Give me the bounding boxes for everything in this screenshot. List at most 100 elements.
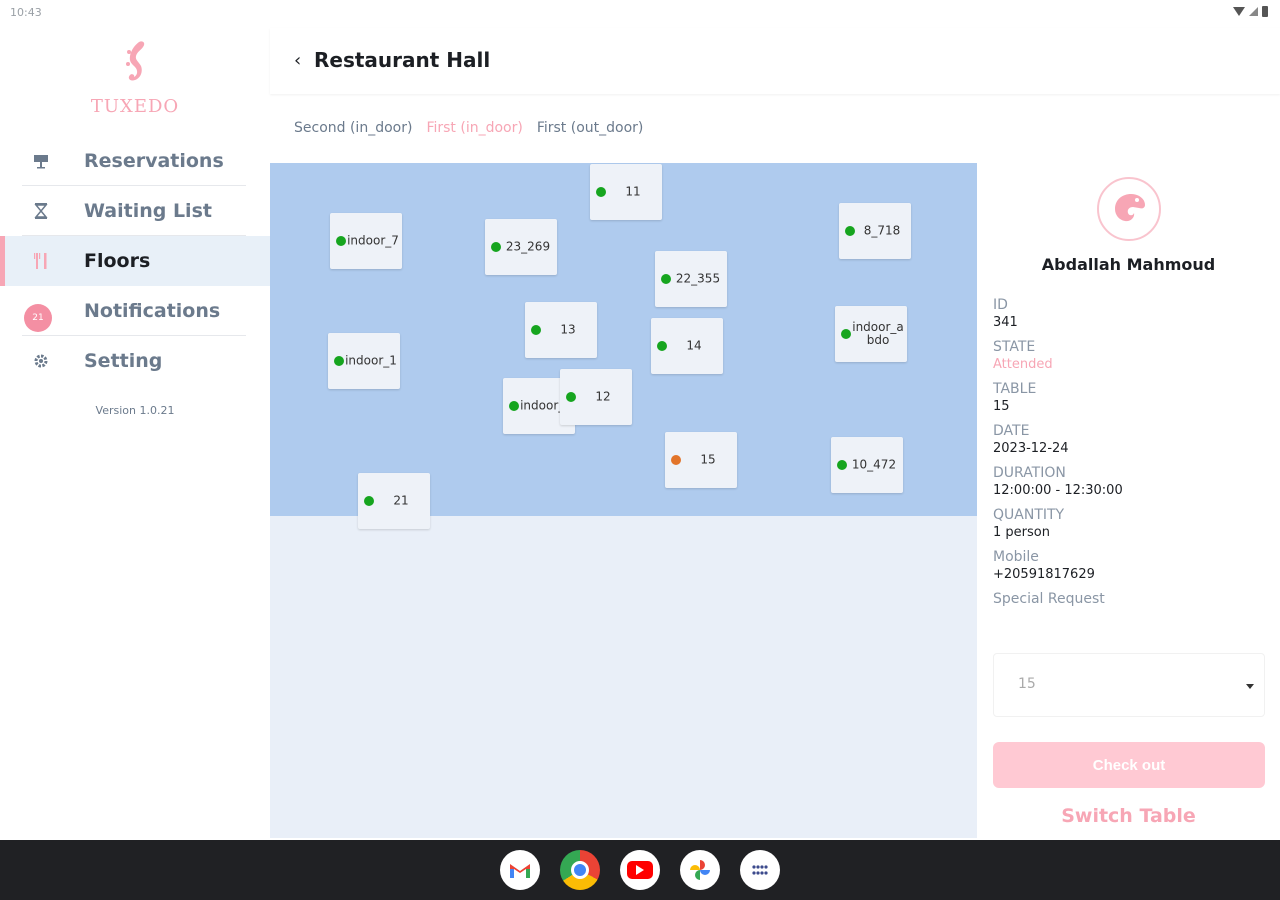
table-item[interactable]: 10_472 xyxy=(831,437,903,493)
sidebar-item-notifications[interactable]: 21 Notifications xyxy=(0,286,270,336)
table-item[interactable]: indoor_7 xyxy=(330,213,402,269)
table-name: indoor_1 xyxy=(345,353,397,368)
status-dot xyxy=(841,329,851,339)
table-name: indoor_3 xyxy=(520,398,572,413)
switch-table-button[interactable]: Switch Table xyxy=(1061,805,1196,827)
field-value: 15 xyxy=(993,399,1010,414)
sidebar-item-floors[interactable]: Floors xyxy=(0,236,270,286)
table-name: 14 xyxy=(686,338,702,353)
checkout-button[interactable]: Check out xyxy=(993,742,1265,788)
status-dot xyxy=(596,187,606,197)
field-mobile: Mobile +20591817629 xyxy=(993,549,1263,583)
table-item[interactable]: indoor_1 xyxy=(328,333,400,389)
floor-map: 11 indoor_7 23_269 8_718 22_355 13 xyxy=(270,163,977,529)
table-name: 21 xyxy=(393,493,409,508)
table-name: 8_718 xyxy=(863,223,901,238)
status-dot xyxy=(491,242,501,252)
floor-area: 11 indoor_7 23_269 8_718 22_355 13 xyxy=(270,163,977,838)
field-label: DURATION xyxy=(993,465,1066,481)
tab-second-indoor[interactable]: Second (in_door) xyxy=(294,120,413,136)
lizard-logo-icon xyxy=(126,41,145,81)
field-quantity: QUANTITY 1 person xyxy=(993,507,1263,541)
table-item[interactable]: 8_718 xyxy=(839,203,911,259)
chameleon-icon xyxy=(1115,194,1145,222)
divider xyxy=(22,185,246,186)
photos-icon[interactable] xyxy=(680,850,720,890)
sidebar-item-waiting-list[interactable]: Waiting List xyxy=(0,186,270,236)
table-name: 13 xyxy=(560,322,576,337)
status-dot xyxy=(845,226,855,236)
status-dot xyxy=(334,356,344,366)
table-name: indoor_7 xyxy=(347,233,399,248)
status-time: 10:43 xyxy=(10,6,42,19)
table-item[interactable]: 23_269 xyxy=(485,219,557,275)
field-value: 341 xyxy=(993,315,1018,330)
reservation-details-panel: Abdallah Mahmoud ID 341 STATE Attended T… xyxy=(977,163,1280,838)
status-dot xyxy=(566,392,576,402)
sidebar-item-label: Setting xyxy=(84,350,163,372)
sidebar-nav: Reservations Waiting List Floors 21 Noti… xyxy=(0,136,270,386)
table-item[interactable]: 14 xyxy=(651,318,723,374)
field-value: +20591817629 xyxy=(993,567,1095,582)
field-value: 2023-12-24 xyxy=(993,441,1069,456)
page-header: ‹ Restaurant Hall xyxy=(270,28,1280,94)
system-icons xyxy=(1233,6,1268,17)
table-name: indoor_abdo xyxy=(852,320,904,347)
sidebar-item-label: Waiting List xyxy=(84,200,212,222)
table-item[interactable]: 12 xyxy=(560,369,632,425)
sidebar-item-label: Notifications xyxy=(84,300,221,322)
field-label: ID xyxy=(993,297,1008,313)
chrome-icon[interactable] xyxy=(560,850,600,890)
tab-first-outdoor[interactable]: First (out_door) xyxy=(536,120,644,136)
taskbar xyxy=(0,840,1280,900)
sidebar: TUXEDO Reservations Waiting List Floors xyxy=(0,28,270,840)
field-state: STATE Attended xyxy=(993,339,1263,373)
avatar xyxy=(1097,177,1161,241)
table-item[interactable]: 21 xyxy=(358,473,430,529)
status-dot xyxy=(509,401,519,411)
guest-name: Abdallah Mahmoud xyxy=(1041,255,1216,274)
sidebar-item-setting[interactable]: Setting xyxy=(0,336,270,386)
table-name: 15 xyxy=(700,452,716,467)
reservation-icon xyxy=(30,150,52,172)
status-dot xyxy=(671,455,681,465)
table-item[interactable]: 22_355 xyxy=(655,251,727,307)
wifi-icon xyxy=(1233,7,1245,16)
status-dot xyxy=(531,325,541,335)
field-date: DATE 2023-12-24 xyxy=(993,423,1263,457)
gear-icon xyxy=(30,350,52,372)
sidebar-item-reservations[interactable]: Reservations xyxy=(0,136,270,186)
youtube-icon[interactable] xyxy=(620,850,660,890)
field-label: DATE xyxy=(993,423,1030,439)
app-drawer-icon[interactable] xyxy=(740,850,780,890)
field-label: Mobile xyxy=(993,549,1039,565)
logo: TUXEDO xyxy=(0,38,270,117)
selected-table-value: 15 xyxy=(1018,676,1036,692)
caret-down-icon xyxy=(1246,684,1254,689)
field-duration: DURATION 12:00:00 - 12:30:00 xyxy=(993,465,1263,499)
table-item[interactable]: 13 xyxy=(525,302,597,358)
brand-name: TUXEDO xyxy=(90,96,180,117)
table-name: 22_355 xyxy=(675,271,721,286)
notification-count-badge: 21 xyxy=(24,304,52,332)
divider xyxy=(22,235,246,236)
table-name: 23_269 xyxy=(505,239,551,254)
status-dot xyxy=(657,341,667,351)
gmail-icon[interactable] xyxy=(500,850,540,890)
table-item[interactable]: 15 xyxy=(665,432,737,488)
table-item[interactable]: 11 xyxy=(590,164,662,220)
reservation-fields: ID 341 STATE Attended TABLE 15 DATE 2023… xyxy=(993,297,1263,616)
battery-icon xyxy=(1262,6,1268,17)
table-item[interactable]: indoor_abdo xyxy=(835,306,907,362)
status-bar: 10:43 xyxy=(0,0,1280,28)
cutlery-icon xyxy=(30,250,52,272)
tab-first-indoor[interactable]: First (in_door) xyxy=(426,120,523,136)
field-label: TABLE xyxy=(993,381,1037,397)
status-dot xyxy=(661,274,671,284)
back-button[interactable]: ‹ xyxy=(294,50,302,71)
table-select-dropdown[interactable]: 15 xyxy=(993,653,1265,717)
table-name: 10_472 xyxy=(851,457,897,472)
main-content: ‹ Restaurant Hall Second (in_door) First… xyxy=(270,28,1280,840)
field-value: 1 person xyxy=(993,525,1050,540)
field-label: STATE xyxy=(993,339,1036,355)
